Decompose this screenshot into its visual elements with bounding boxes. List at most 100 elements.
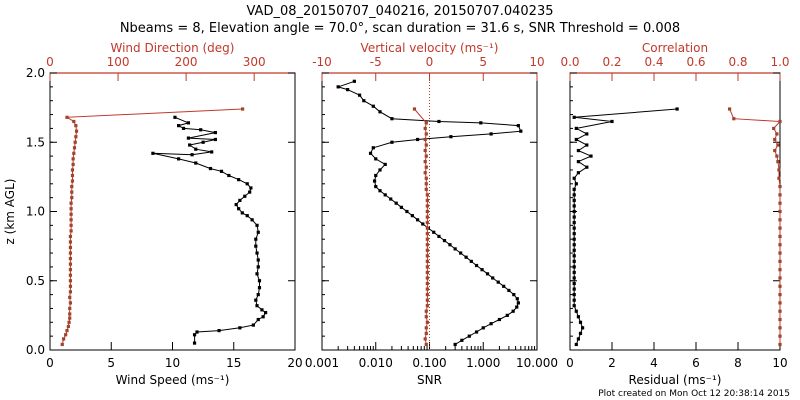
vertical-velocity-point xyxy=(424,143,428,147)
snr-point xyxy=(432,230,436,234)
correlation-point xyxy=(778,317,782,322)
snr-point xyxy=(480,268,484,272)
vertical-velocity-point xyxy=(424,182,428,186)
correlation-point xyxy=(776,160,780,164)
plot-frame xyxy=(569,72,781,351)
wind-direction-point xyxy=(74,124,78,128)
wind-direction-point xyxy=(68,284,73,288)
vertical-velocity-point xyxy=(425,226,429,230)
vertical-velocity-point xyxy=(425,281,429,286)
snr-point xyxy=(519,129,523,133)
snr-point xyxy=(464,255,468,259)
top-tick-label: -10 xyxy=(312,55,332,69)
correlation-point xyxy=(778,284,782,288)
correlation-point xyxy=(777,168,781,172)
snr-point xyxy=(410,214,414,218)
top-tick-label: 0.8 xyxy=(728,55,747,69)
top-tick-label: 10 xyxy=(529,55,544,69)
correlation-line xyxy=(729,108,782,345)
correlation-point xyxy=(732,117,736,121)
wind-direction-point xyxy=(69,201,73,205)
snr-point xyxy=(371,146,375,150)
correlation-point xyxy=(778,334,782,338)
snr-line xyxy=(336,80,522,345)
wind-direction-point xyxy=(70,168,75,172)
wind-speed-point xyxy=(261,315,265,319)
bottom-axis-label: SNR xyxy=(417,373,442,387)
wind-direction-point xyxy=(73,140,77,144)
residual-point xyxy=(574,137,578,142)
wind-direction-point xyxy=(68,316,72,320)
snr-point xyxy=(378,189,382,193)
snr-point xyxy=(481,326,485,330)
wind-direction-point xyxy=(68,312,72,316)
wind-speed-point xyxy=(213,137,217,142)
top-tick-label: 0 xyxy=(46,55,54,69)
correlation-point xyxy=(772,126,776,130)
wind-direction-point xyxy=(66,324,70,329)
snr-point xyxy=(479,121,483,125)
vertical-velocity-point xyxy=(423,337,427,341)
wind-speed-point xyxy=(237,178,241,182)
snr-point xyxy=(368,151,373,155)
y-axis-label: z (km AGL) xyxy=(3,179,17,245)
snr-point xyxy=(489,132,493,136)
wind-speed-point xyxy=(256,230,260,234)
snr-point xyxy=(352,79,356,83)
wind-speed-point xyxy=(243,194,247,198)
vertical-velocity-point xyxy=(425,193,429,197)
vertical-velocity-point xyxy=(425,209,429,214)
snr-point xyxy=(491,276,495,280)
snr-point xyxy=(474,330,479,334)
snr-point xyxy=(437,234,441,239)
correlation-point xyxy=(728,107,732,111)
correlation-point xyxy=(778,201,782,205)
snr-point xyxy=(437,119,441,124)
residual-point xyxy=(572,115,576,119)
bottom-tick-label: 0.001 xyxy=(305,356,339,370)
snr-point xyxy=(485,272,490,276)
wind-direction-point xyxy=(70,184,74,189)
vertical-velocity-point xyxy=(425,320,429,324)
residual-point xyxy=(589,154,593,158)
top-tick-label: 200 xyxy=(175,55,198,69)
residual-point xyxy=(572,232,576,236)
correlation-point xyxy=(778,293,782,297)
vertical-velocity-point xyxy=(425,248,429,252)
wind-direction-point xyxy=(70,179,75,183)
bottom-axis-label: Residual (ms⁻¹) xyxy=(629,373,722,387)
wind-speed-point xyxy=(255,223,259,227)
snr-point xyxy=(336,85,340,89)
wind-speed-point xyxy=(195,330,199,334)
wind-direction-point xyxy=(64,333,68,337)
top-tick-label: 0.0 xyxy=(560,55,579,69)
bottom-tick-label: 15 xyxy=(226,356,241,370)
correlation-point xyxy=(778,268,782,272)
snr-point xyxy=(516,301,520,305)
velocity-panel: 0.001 0.010 0.100 1.000 10.000 SNR -10 -5 0 5 10 Ve… xyxy=(305,41,558,387)
wind-speed-point xyxy=(257,286,262,290)
vertical-velocity-point xyxy=(424,165,428,169)
wind-speed-point xyxy=(208,166,213,171)
residual-point xyxy=(572,304,576,308)
residual-point xyxy=(572,176,576,180)
wind-direction-point xyxy=(68,262,73,266)
snr-point xyxy=(507,288,511,293)
wind-direction-point xyxy=(60,342,64,347)
wind-direction-point xyxy=(69,229,73,233)
top-tick-label: -5 xyxy=(370,55,382,69)
y-tick-label: 1.0 xyxy=(26,205,45,219)
residual-point xyxy=(576,148,580,153)
residual-point xyxy=(610,119,614,124)
wind-speed-point xyxy=(213,130,217,135)
snr-point xyxy=(374,157,378,161)
residual-point xyxy=(572,237,576,241)
wind-panel: 0 5 10 15 20 Wind Speed (ms⁻¹) 0 100 200 300 Wind … xyxy=(3,41,303,387)
residual-point xyxy=(572,193,576,197)
residual-point xyxy=(574,309,578,313)
vertical-velocity-point xyxy=(424,154,428,158)
snr-point xyxy=(496,280,500,284)
wind-direction-point xyxy=(71,162,75,167)
wind-speed-point xyxy=(238,326,242,330)
correlation-point xyxy=(776,143,780,147)
